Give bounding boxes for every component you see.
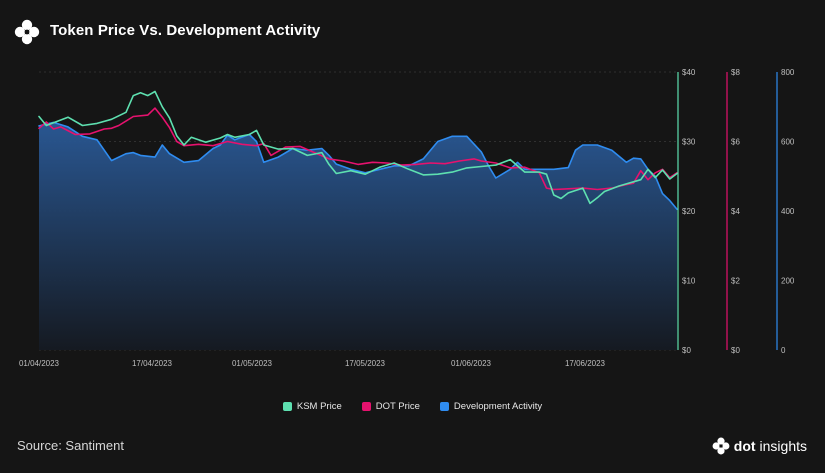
y-tick-label-dev: 0 bbox=[781, 346, 786, 355]
legend-label-dot: DOT Price bbox=[375, 401, 420, 412]
y-tick-label-ksm: $30 bbox=[682, 138, 696, 147]
y-tick-label-dev: 200 bbox=[781, 277, 795, 286]
x-tick-label: 01/04/2023 bbox=[19, 359, 60, 368]
legend-label-ksm: KSM Price bbox=[296, 401, 342, 412]
chart-title: Token Price Vs. Development Activity bbox=[50, 22, 321, 39]
source-note: Source: Santiment bbox=[17, 438, 124, 453]
x-tick-label: 01/06/2023 bbox=[451, 359, 492, 368]
y-tick-label-dev: 800 bbox=[781, 68, 795, 77]
brand-name-dot: dot bbox=[733, 438, 756, 454]
y-tick-label-ksm: $20 bbox=[682, 207, 696, 216]
brand-logo: dot insights bbox=[712, 436, 807, 456]
series-line-development-activity bbox=[38, 121, 678, 211]
legend-label-dev: Development Activity bbox=[453, 401, 543, 412]
legend-item-dev: Development Activity bbox=[439, 401, 543, 412]
x-tick-label: 17/04/2023 bbox=[132, 359, 173, 368]
legend-swatch-dot bbox=[361, 402, 371, 411]
y-tick-label-dot: $0 bbox=[731, 346, 740, 355]
legend: KSM Price DOT Price Development Activity bbox=[0, 401, 825, 412]
brand-name-insights: insights bbox=[759, 438, 807, 454]
legend-item-dot: DOT Price bbox=[361, 401, 420, 412]
legend-swatch-ksm bbox=[282, 402, 292, 411]
x-tick-label: 01/05/2023 bbox=[232, 359, 273, 368]
series-line-ksm-price bbox=[38, 90, 678, 205]
y-tick-label-dot: $8 bbox=[731, 68, 740, 77]
y-tick-label-dot: $2 bbox=[731, 277, 740, 286]
series-line-dot-price bbox=[38, 107, 678, 191]
brand-flower-icon bbox=[712, 437, 730, 455]
series-area-development-activity bbox=[39, 122, 677, 351]
y-tick-label-dev: 600 bbox=[781, 138, 795, 147]
x-tick-label: 17/06/2023 bbox=[565, 359, 606, 368]
legend-swatch-dev bbox=[439, 402, 449, 411]
x-tick-label: 17/05/2023 bbox=[345, 359, 386, 368]
y-tick-label-ksm: $10 bbox=[682, 277, 696, 286]
flower-logo-icon bbox=[14, 19, 40, 45]
y-tick-label-ksm: $0 bbox=[682, 346, 691, 355]
legend-item-ksm: KSM Price bbox=[282, 401, 342, 412]
y-tick-label-ksm: $40 bbox=[682, 68, 696, 77]
y-tick-label-dot: $4 bbox=[731, 207, 740, 216]
y-tick-label-dev: 400 bbox=[781, 207, 795, 216]
y-tick-label-dot: $6 bbox=[731, 138, 740, 147]
